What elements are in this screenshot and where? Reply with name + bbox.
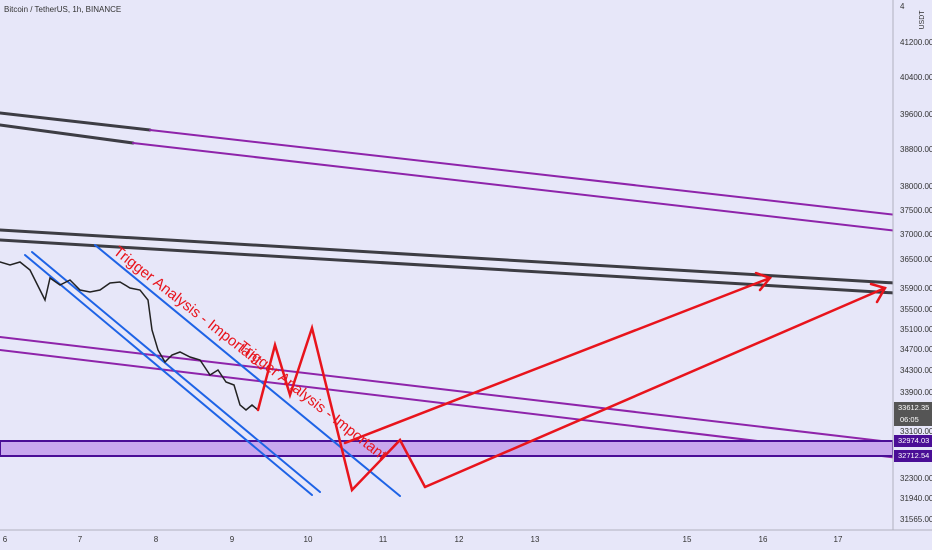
time-label: 13: [531, 535, 540, 544]
time-label: 10: [304, 535, 313, 544]
time-label: 7: [78, 535, 83, 544]
price-tag-text: 33612.35: [898, 403, 929, 412]
price-label: 35500.00: [900, 305, 932, 314]
time-label: 8: [154, 535, 159, 544]
time-label: 12: [455, 535, 464, 544]
price-label: 38800.00: [900, 145, 932, 154]
price-label: 37000.00: [900, 230, 932, 239]
price-label: 31940.00: [900, 494, 932, 503]
chart-title: Bitcoin / TetherUS, 1h, BINANCE: [4, 5, 121, 14]
price-tag-time: 06:05: [900, 415, 919, 424]
price-label: 32300.00: [900, 474, 932, 483]
price-label: 34300.00: [900, 366, 932, 375]
price-label: 41200.00: [900, 38, 932, 47]
price-tag-text: 32712.54: [898, 451, 929, 460]
price-label: 40400.00: [900, 73, 932, 82]
time-label: 11: [379, 535, 388, 544]
price-tag: [894, 450, 932, 462]
price-tag: [894, 435, 932, 447]
price-label: 31565.00: [900, 515, 932, 524]
price-axis: [893, 0, 932, 550]
time-label: 9: [230, 535, 235, 544]
price-tag: [894, 402, 932, 426]
price-label: 4: [900, 2, 905, 11]
currency-label: USDT: [919, 10, 926, 30]
time-label: 15: [683, 535, 692, 544]
price-label: 38000.00: [900, 182, 932, 191]
price-label: 34700.00: [900, 345, 932, 354]
price-label: 37500.00: [900, 206, 932, 215]
price-label: 36500.00: [900, 255, 932, 264]
price-tag-text: 32974.03: [898, 436, 929, 445]
time-label: 6: [3, 535, 8, 544]
time-label: 17: [834, 535, 843, 544]
price-label: 35900.00: [900, 284, 932, 293]
price-label: 35100.00: [900, 325, 932, 334]
time-label: 16: [759, 535, 768, 544]
price-label: 39600.00: [900, 110, 932, 119]
price-label: 33100.00: [900, 427, 932, 436]
price-label: 33900.00: [900, 388, 932, 397]
